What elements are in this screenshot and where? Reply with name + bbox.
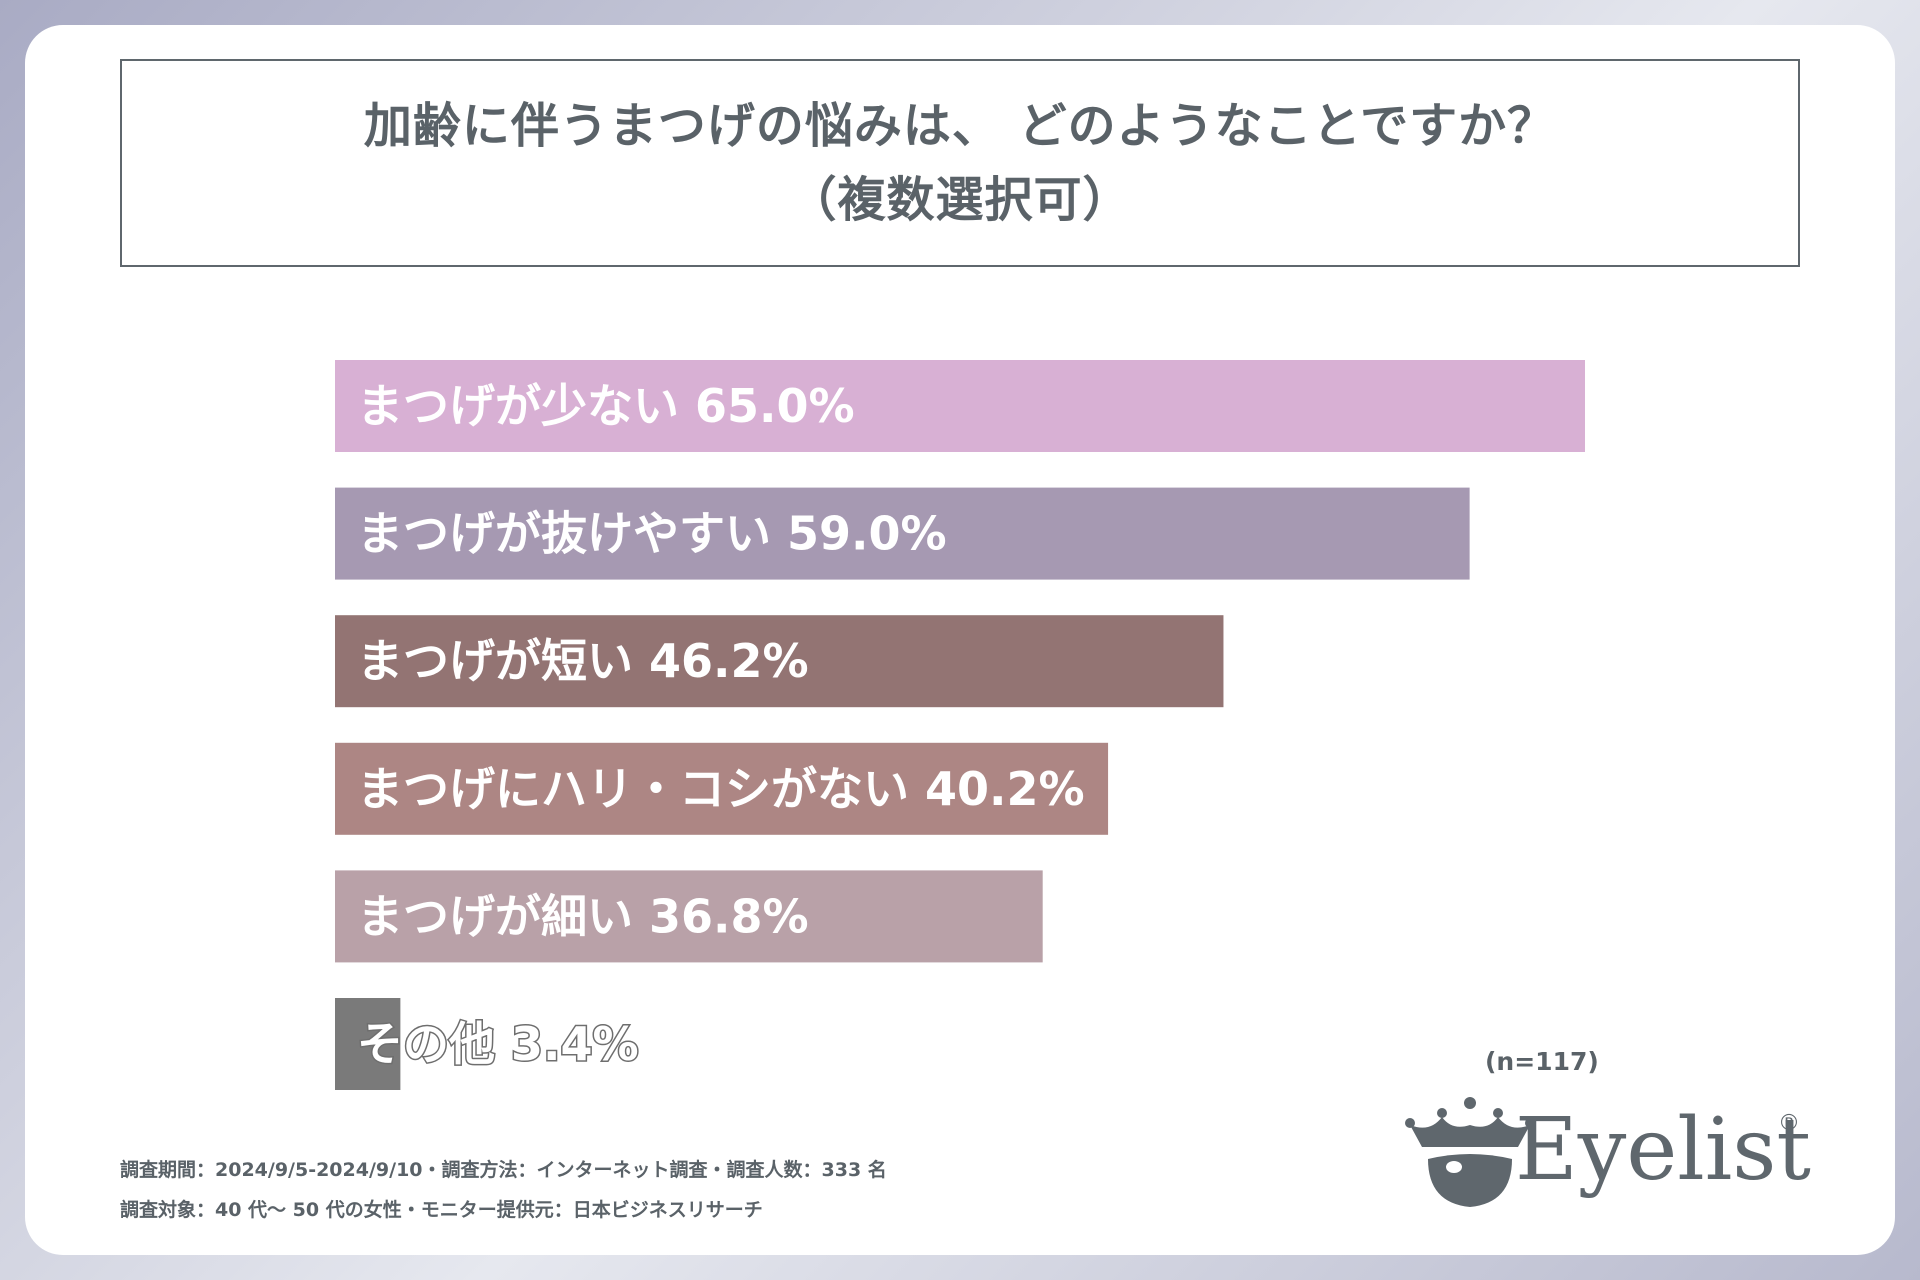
bar-label-1: まつげが少ない 65.0% [357, 379, 855, 433]
title-box: 加齢に伴うまつげの悩みは、 どのようなことですか？ （複数選択可） [120, 59, 1800, 267]
crown-eye-icon [1405, 1097, 1535, 1207]
survey-period-footnote: 調査期間：2024/9/5-2024/9/10・調査方法：インターネット調査・調… [120, 1159, 887, 1181]
chart-card: 加齢に伴うまつげの悩みは、 どのようなことですか？ （複数選択可） まつげが少な… [25, 25, 1895, 1255]
bar-3 [335, 615, 1224, 708]
bar-label-5: まつげが細い 36.8% [357, 889, 809, 943]
bar-label-4: まつげにハリ・コシがない 40.2% [357, 762, 1085, 816]
bar-2 [335, 487, 1470, 580]
chart-subtitle: （複数選択可） [788, 172, 1132, 228]
sample-size-label: (n=117) [1485, 1047, 1599, 1076]
bar-label-6: その他 3.4% [357, 1017, 639, 1071]
bar-label-3: まつげが短い 46.2% [357, 634, 809, 688]
registered-mark: ® [1778, 1111, 1800, 1136]
survey-target-footnote: 調査対象：40 代～ 50 代の女性・モニター提供元：日本ビジネスリサーチ [120, 1199, 763, 1221]
bar-4 [335, 742, 1109, 835]
bar-6 [335, 998, 401, 1090]
bar-label-2: まつげが抜けやすい 59.0% [357, 507, 947, 561]
bar-1 [335, 360, 1585, 452]
brand-logo-text: Eyelist [1515, 1100, 1811, 1200]
bar-5 [335, 870, 1043, 963]
bar-chart: まつげが少ない 65.0% まつげが抜けやすい 59.0% まつげが短い 46.2%… [335, 360, 1585, 1090]
chart-title: 加齢に伴うまつげの悩みは、 どのようなことですか？ [363, 98, 1557, 154]
